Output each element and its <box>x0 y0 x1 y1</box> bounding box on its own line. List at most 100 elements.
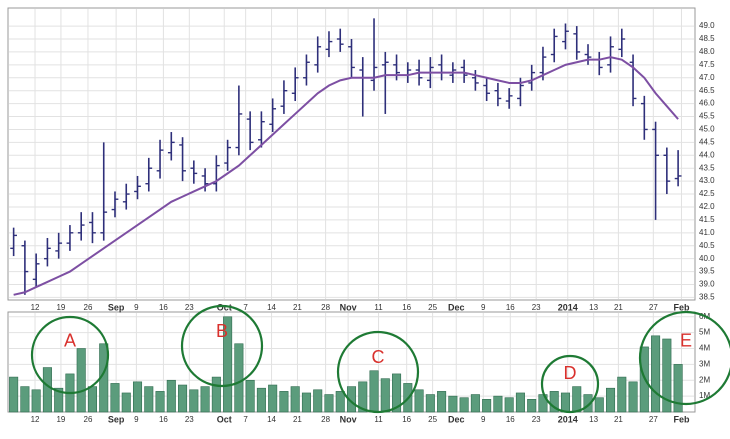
moving-average-line <box>13 56 679 296</box>
volume-bar <box>673 364 683 413</box>
x-tick-label: 26 <box>84 303 93 312</box>
volume-bar <box>628 381 638 413</box>
y-tick-label: 41.0 <box>699 228 715 237</box>
volume-bar <box>256 387 266 413</box>
y-tick-label: 46.5 <box>699 86 715 95</box>
volume-bar <box>527 399 537 413</box>
y-tick-label: 44.0 <box>699 150 715 159</box>
x-tick-label: 19 <box>56 303 65 312</box>
volume-bar <box>211 376 221 413</box>
x-tick-label: 13 <box>589 415 598 424</box>
annotation-circle <box>336 330 420 414</box>
y-tick-label: 49.0 <box>699 21 715 30</box>
x-tick-label: 16 <box>402 415 411 424</box>
x-tick-label: Feb <box>673 414 690 424</box>
volume-bar <box>144 386 154 413</box>
x-tick-label: 16 <box>506 303 515 312</box>
x-tick-label: Dec <box>448 414 465 424</box>
x-tick-label: Dec <box>448 302 465 312</box>
x-tick-label: 21 <box>614 303 623 312</box>
y-tick-label: 48.5 <box>699 34 715 43</box>
volume-bar <box>324 394 334 413</box>
x-tick-label: 9 <box>134 303 139 312</box>
volume-bar <box>234 343 244 413</box>
y-tick-label: 39.0 <box>699 280 715 289</box>
volume-bar <box>369 370 379 413</box>
x-tick-label: 28 <box>321 303 330 312</box>
y-tick-label: 43.0 <box>699 176 715 185</box>
volume-bar <box>54 387 64 413</box>
x-tick-label: Nov <box>340 414 357 424</box>
volume-bar <box>425 394 435 413</box>
x-tick-label: 21 <box>614 415 623 424</box>
y-tick-label: 45.5 <box>699 112 715 121</box>
x-tick-label: 13 <box>589 303 598 312</box>
annotation-label: C <box>372 347 385 367</box>
x-tick-label: Sep <box>108 414 125 424</box>
annotation-label: D <box>564 363 577 383</box>
volume-bar <box>9 376 19 413</box>
x-tick-label: 16 <box>506 415 515 424</box>
volume-bar <box>560 392 571 413</box>
volume-bar <box>200 386 210 413</box>
annotation-circle <box>638 310 730 406</box>
y-tick-label: 46.0 <box>699 99 715 108</box>
volume-bar <box>313 389 323 413</box>
x-tick-label: 14 <box>267 303 276 312</box>
volume-bar <box>380 378 390 413</box>
x-tick-label: 16 <box>159 415 168 424</box>
volume-bar <box>572 386 582 413</box>
x-tick-label: 26 <box>84 415 93 424</box>
volume-bar <box>178 384 188 413</box>
y-tick-label: 44.5 <box>699 137 715 146</box>
volume-bar <box>583 394 593 413</box>
volume-bar <box>549 391 559 413</box>
volume-bar <box>459 397 469 413</box>
volume-bar <box>651 335 661 413</box>
volume-bar <box>493 395 503 413</box>
volume-bar <box>301 392 311 413</box>
x-tick-label: 27 <box>649 303 658 312</box>
volume-bar <box>110 383 120 413</box>
x-tick-label: 23 <box>532 303 541 312</box>
volume-bar <box>189 389 199 413</box>
annotation-label: B <box>216 321 228 341</box>
volume-bar <box>279 391 289 413</box>
volume-bar <box>482 399 492 413</box>
x-tick-label: 23 <box>185 415 194 424</box>
x-tick-label: 19 <box>56 415 65 424</box>
volume-bar <box>132 381 143 413</box>
volume-bar <box>335 391 345 413</box>
y-tick-label: 38.5 <box>699 293 715 302</box>
y-tick-label: 42.5 <box>699 189 715 198</box>
volume-bar <box>42 367 52 413</box>
y-tick-label: 41.5 <box>699 215 715 224</box>
volume-bar <box>290 386 300 413</box>
volume-bar <box>414 389 424 413</box>
x-tick-label: 12 <box>31 415 40 424</box>
volume-bar <box>662 338 672 413</box>
x-tick-label: 9 <box>481 415 486 424</box>
y-tick-label: 39.5 <box>699 267 715 276</box>
volume-bar <box>515 392 525 413</box>
annotation-circle <box>540 354 600 414</box>
x-tick-label: 16 <box>402 303 411 312</box>
volume-bar <box>121 392 131 413</box>
x-tick-label: Nov <box>340 302 357 312</box>
volume-bar <box>358 381 368 413</box>
x-tick-label: 7 <box>243 303 248 312</box>
y-tick-label: 40.5 <box>699 241 715 250</box>
y-tick-label: 45.0 <box>699 125 715 134</box>
y-tick-label: 43.5 <box>699 163 715 172</box>
x-tick-label: 23 <box>532 415 541 424</box>
y-tick-label: 4M <box>699 344 710 353</box>
volume-bar <box>606 387 616 413</box>
x-tick-label: 2014 <box>558 302 578 312</box>
x-tick-label: 25 <box>428 415 437 424</box>
volume-bar <box>504 397 514 413</box>
volume-bar <box>31 389 41 413</box>
x-tick-label: 7 <box>243 415 248 424</box>
volume-bar <box>268 384 278 413</box>
x-tick-label: Oct <box>217 414 232 424</box>
